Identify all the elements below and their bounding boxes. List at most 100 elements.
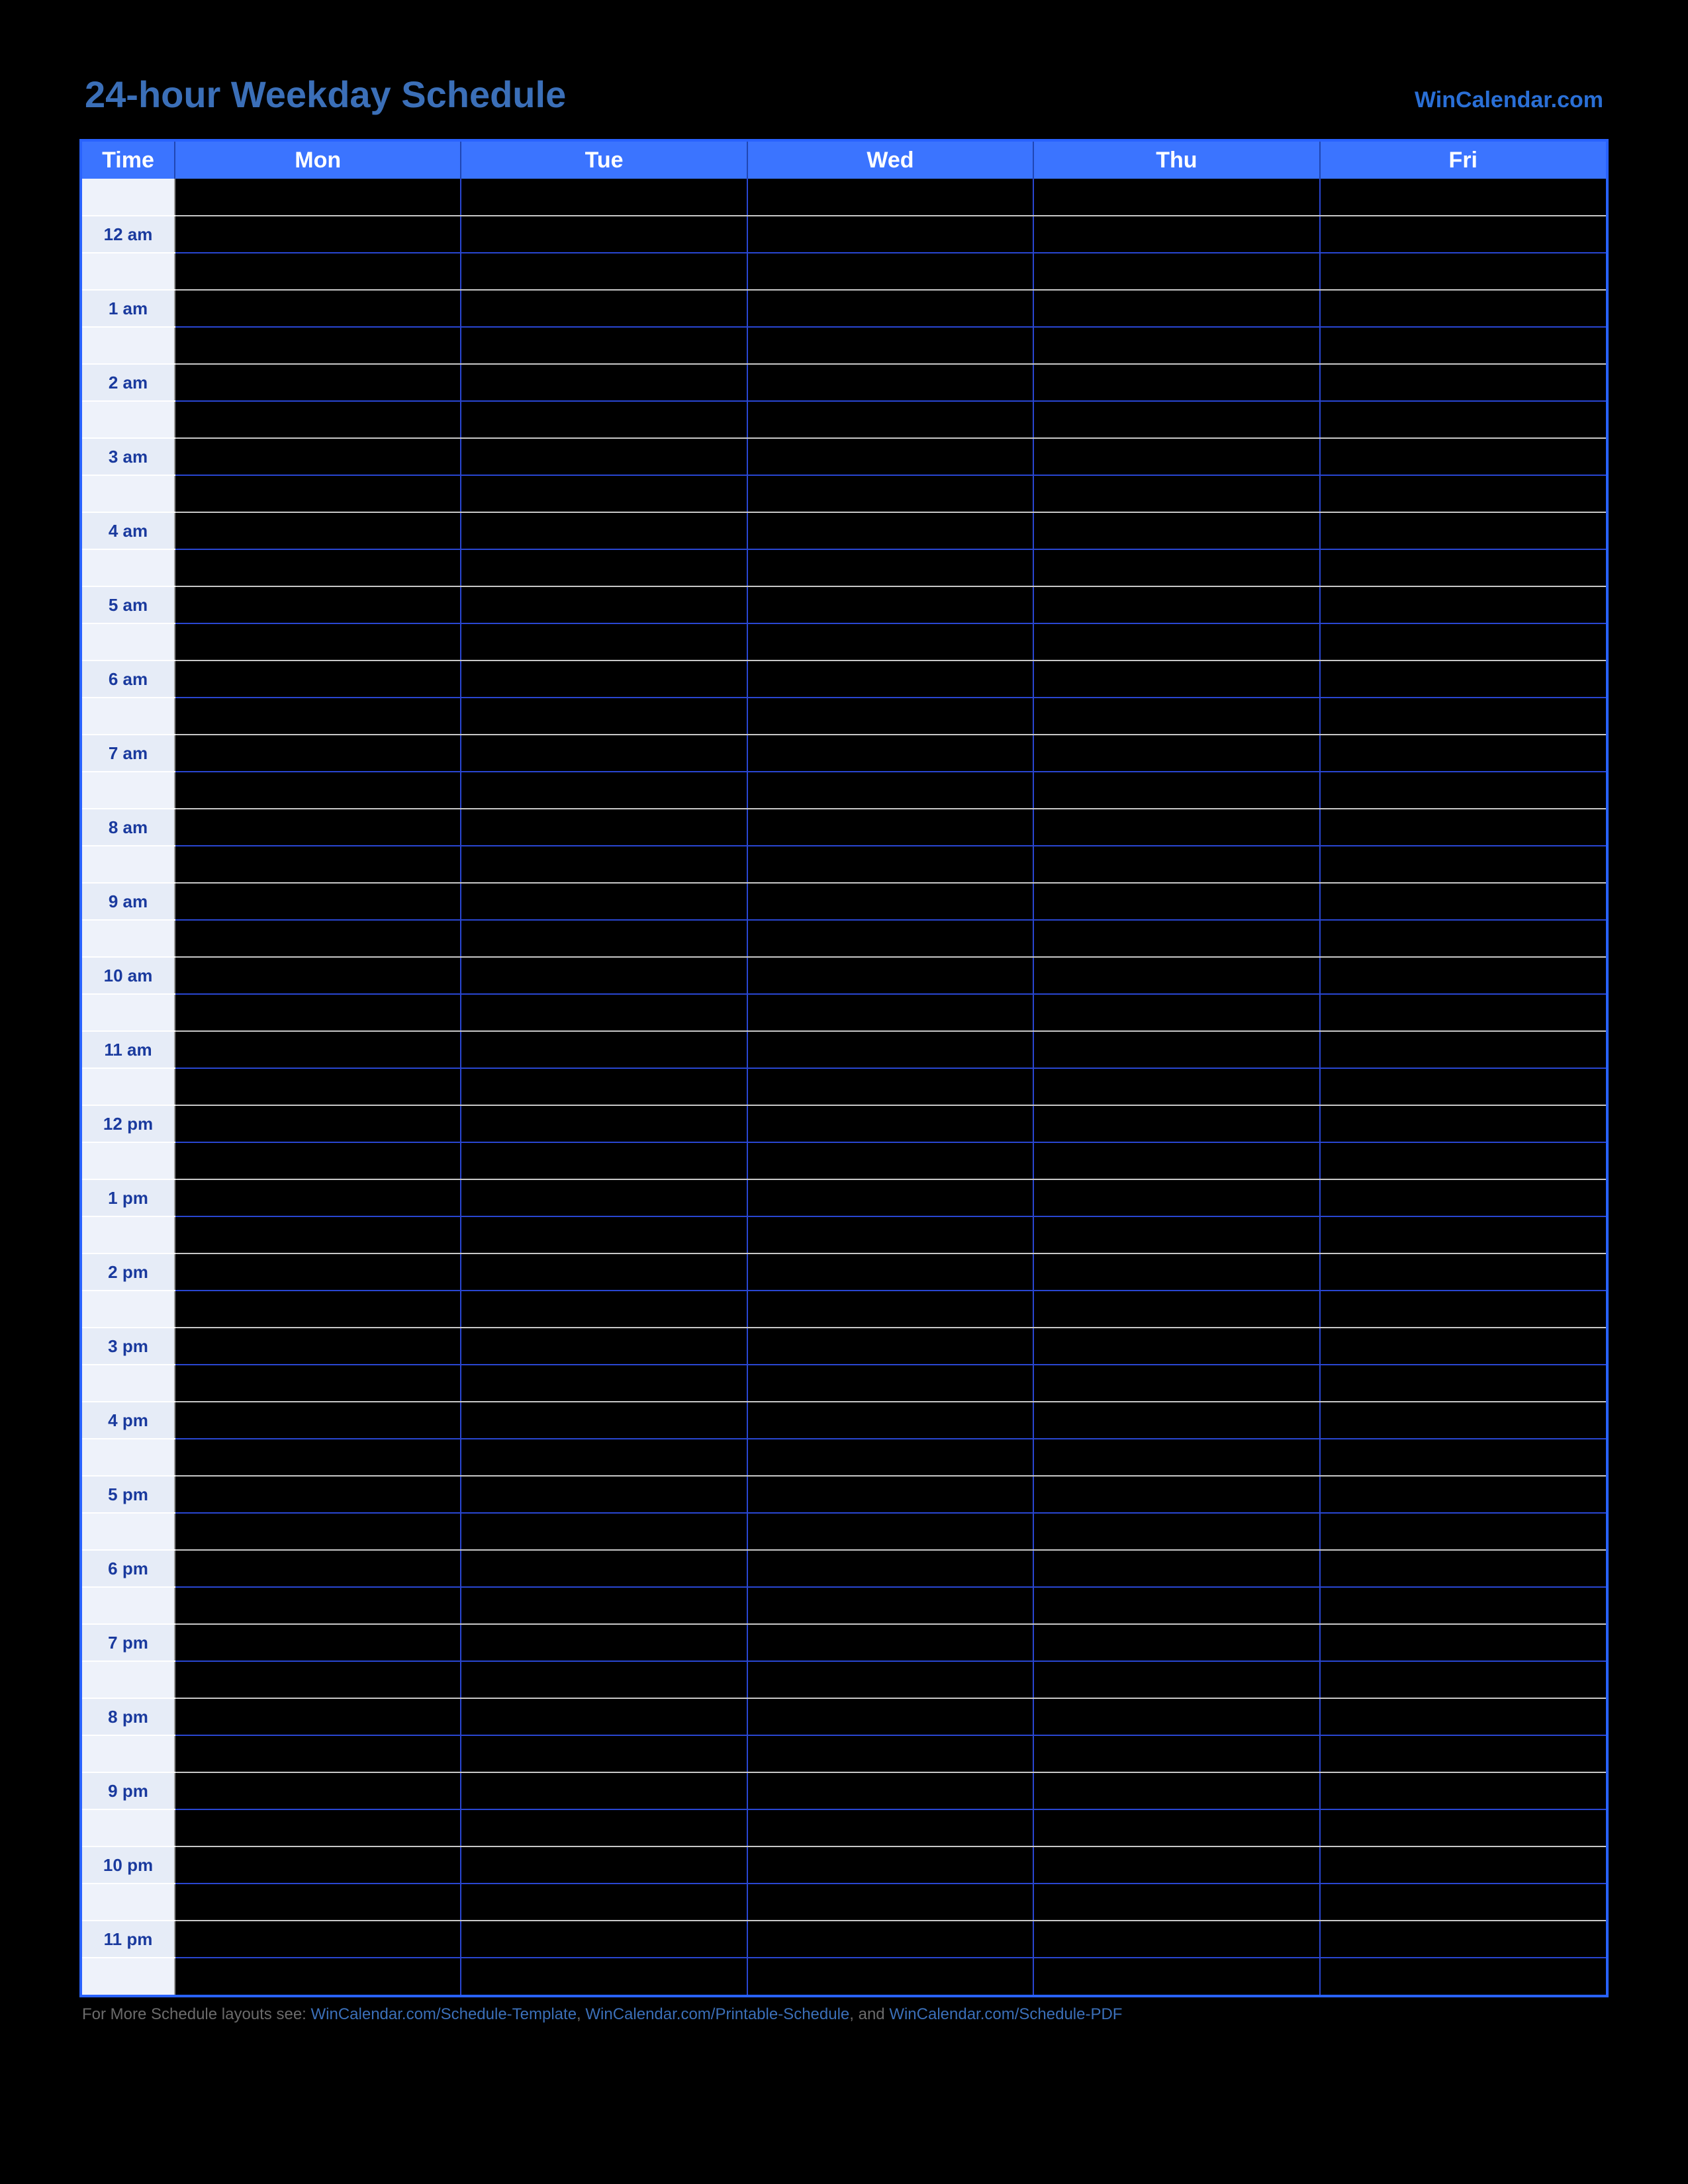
time-cell-blank <box>82 549 175 586</box>
day-cell <box>461 216 747 253</box>
day-cell <box>1033 1698 1319 1735</box>
day-cell <box>175 216 461 253</box>
day-cell <box>747 512 1033 549</box>
footer-link-3[interactable]: WinCalendar.com/Schedule-PDF <box>889 2005 1122 2023</box>
time-cell-blank <box>82 846 175 883</box>
day-cell <box>1320 586 1606 623</box>
day-cell <box>1033 1735 1319 1772</box>
day-cell <box>1320 1846 1606 1884</box>
day-cell <box>175 1921 461 1958</box>
col-header-time: Time <box>82 142 175 179</box>
day-cell <box>747 735 1033 772</box>
page-title: 24-hour Weekday Schedule <box>85 73 566 116</box>
day-cell <box>747 1328 1033 1365</box>
day-cell <box>1033 1958 1319 1995</box>
day-cell <box>747 1846 1033 1884</box>
day-cell <box>1320 1698 1606 1735</box>
day-cell <box>1320 1216 1606 1253</box>
day-cell <box>175 1587 461 1624</box>
table-row <box>82 698 1606 735</box>
day-cell <box>1033 586 1319 623</box>
day-cell <box>175 1476 461 1513</box>
day-cell <box>1320 1253 1606 1291</box>
day-cell <box>175 1179 461 1216</box>
day-cell <box>175 1216 461 1253</box>
day-cell <box>747 623 1033 660</box>
day-cell <box>1033 1550 1319 1587</box>
day-cell <box>175 364 461 401</box>
day-cell <box>175 1142 461 1179</box>
day-cell <box>461 735 747 772</box>
day-cell <box>1033 1142 1319 1179</box>
day-cell <box>1033 920 1319 957</box>
time-cell-blank <box>82 327 175 364</box>
day-cell <box>461 623 747 660</box>
table-row: 12 pm <box>82 1105 1606 1142</box>
day-cell <box>1320 883 1606 920</box>
day-cell <box>1320 1439 1606 1476</box>
time-cell: 1 pm <box>82 1179 175 1216</box>
day-cell <box>1033 1068 1319 1105</box>
day-cell <box>461 1402 747 1439</box>
day-cell <box>747 1958 1033 1995</box>
day-cell <box>1320 1328 1606 1365</box>
footer-sep-1: , <box>577 2005 585 2023</box>
day-cell <box>747 253 1033 290</box>
day-cell <box>1320 920 1606 957</box>
time-cell: 2 pm <box>82 1253 175 1291</box>
day-cell <box>175 623 461 660</box>
day-cell <box>461 1884 747 1921</box>
day-cell <box>1320 1735 1606 1772</box>
table-row <box>82 920 1606 957</box>
day-cell <box>175 549 461 586</box>
day-cell <box>1320 1958 1606 1995</box>
table-row <box>82 994 1606 1031</box>
day-cell <box>1033 1846 1319 1884</box>
table-row <box>82 1513 1606 1550</box>
day-cell <box>175 1809 461 1846</box>
footer-link-1[interactable]: WinCalendar.com/Schedule-Template <box>311 2005 577 2023</box>
brand-link[interactable]: WinCalendar.com <box>1415 87 1603 113</box>
time-cell: 9 am <box>82 883 175 920</box>
day-cell <box>175 1402 461 1439</box>
day-cell <box>461 1105 747 1142</box>
col-header-thu: Thu <box>1033 142 1319 179</box>
day-cell <box>461 1513 747 1550</box>
day-cell <box>461 809 747 846</box>
day-cell <box>1320 216 1606 253</box>
day-cell <box>175 1439 461 1476</box>
day-cell <box>461 549 747 586</box>
day-cell <box>1033 660 1319 698</box>
day-cell <box>461 1809 747 1846</box>
day-cell <box>1320 1513 1606 1550</box>
footer-link-2[interactable]: WinCalendar.com/Printable-Schedule <box>585 2005 849 2023</box>
table-row <box>82 1884 1606 1921</box>
day-cell <box>461 1958 747 1995</box>
day-cell <box>747 1772 1033 1809</box>
time-cell: 6 pm <box>82 1550 175 1587</box>
day-cell <box>1033 290 1319 327</box>
time-cell-blank <box>82 994 175 1031</box>
day-cell <box>1033 735 1319 772</box>
day-cell <box>461 1698 747 1735</box>
day-cell <box>1033 623 1319 660</box>
day-cell <box>461 1661 747 1698</box>
day-cell <box>747 920 1033 957</box>
day-cell <box>1320 1884 1606 1921</box>
table-row <box>82 1587 1606 1624</box>
time-cell-blank <box>82 1587 175 1624</box>
day-cell <box>747 401 1033 438</box>
day-cell <box>1033 809 1319 846</box>
day-cell <box>1320 401 1606 438</box>
day-cell <box>175 1328 461 1365</box>
time-cell: 11 pm <box>82 1921 175 1958</box>
day-cell <box>1033 1291 1319 1328</box>
footer-sep-2: , and <box>849 2005 889 2023</box>
time-cell-blank <box>82 1216 175 1253</box>
day-cell <box>747 883 1033 920</box>
day-cell <box>461 1550 747 1587</box>
day-cell <box>175 179 461 216</box>
table-row <box>82 1661 1606 1698</box>
table-row <box>82 179 1606 216</box>
day-cell <box>1033 846 1319 883</box>
